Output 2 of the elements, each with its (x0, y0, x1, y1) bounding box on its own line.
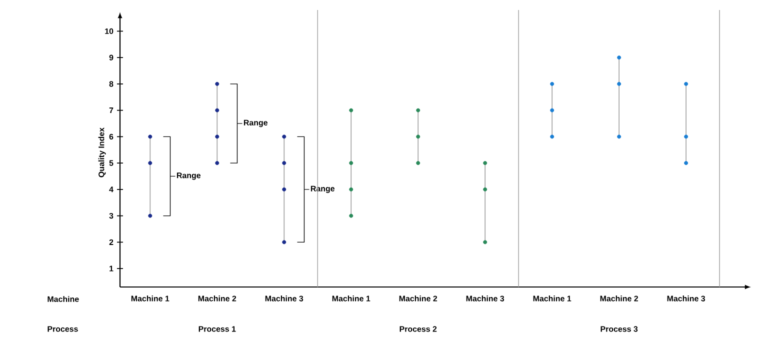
point (282, 240, 286, 244)
point (215, 161, 220, 166)
